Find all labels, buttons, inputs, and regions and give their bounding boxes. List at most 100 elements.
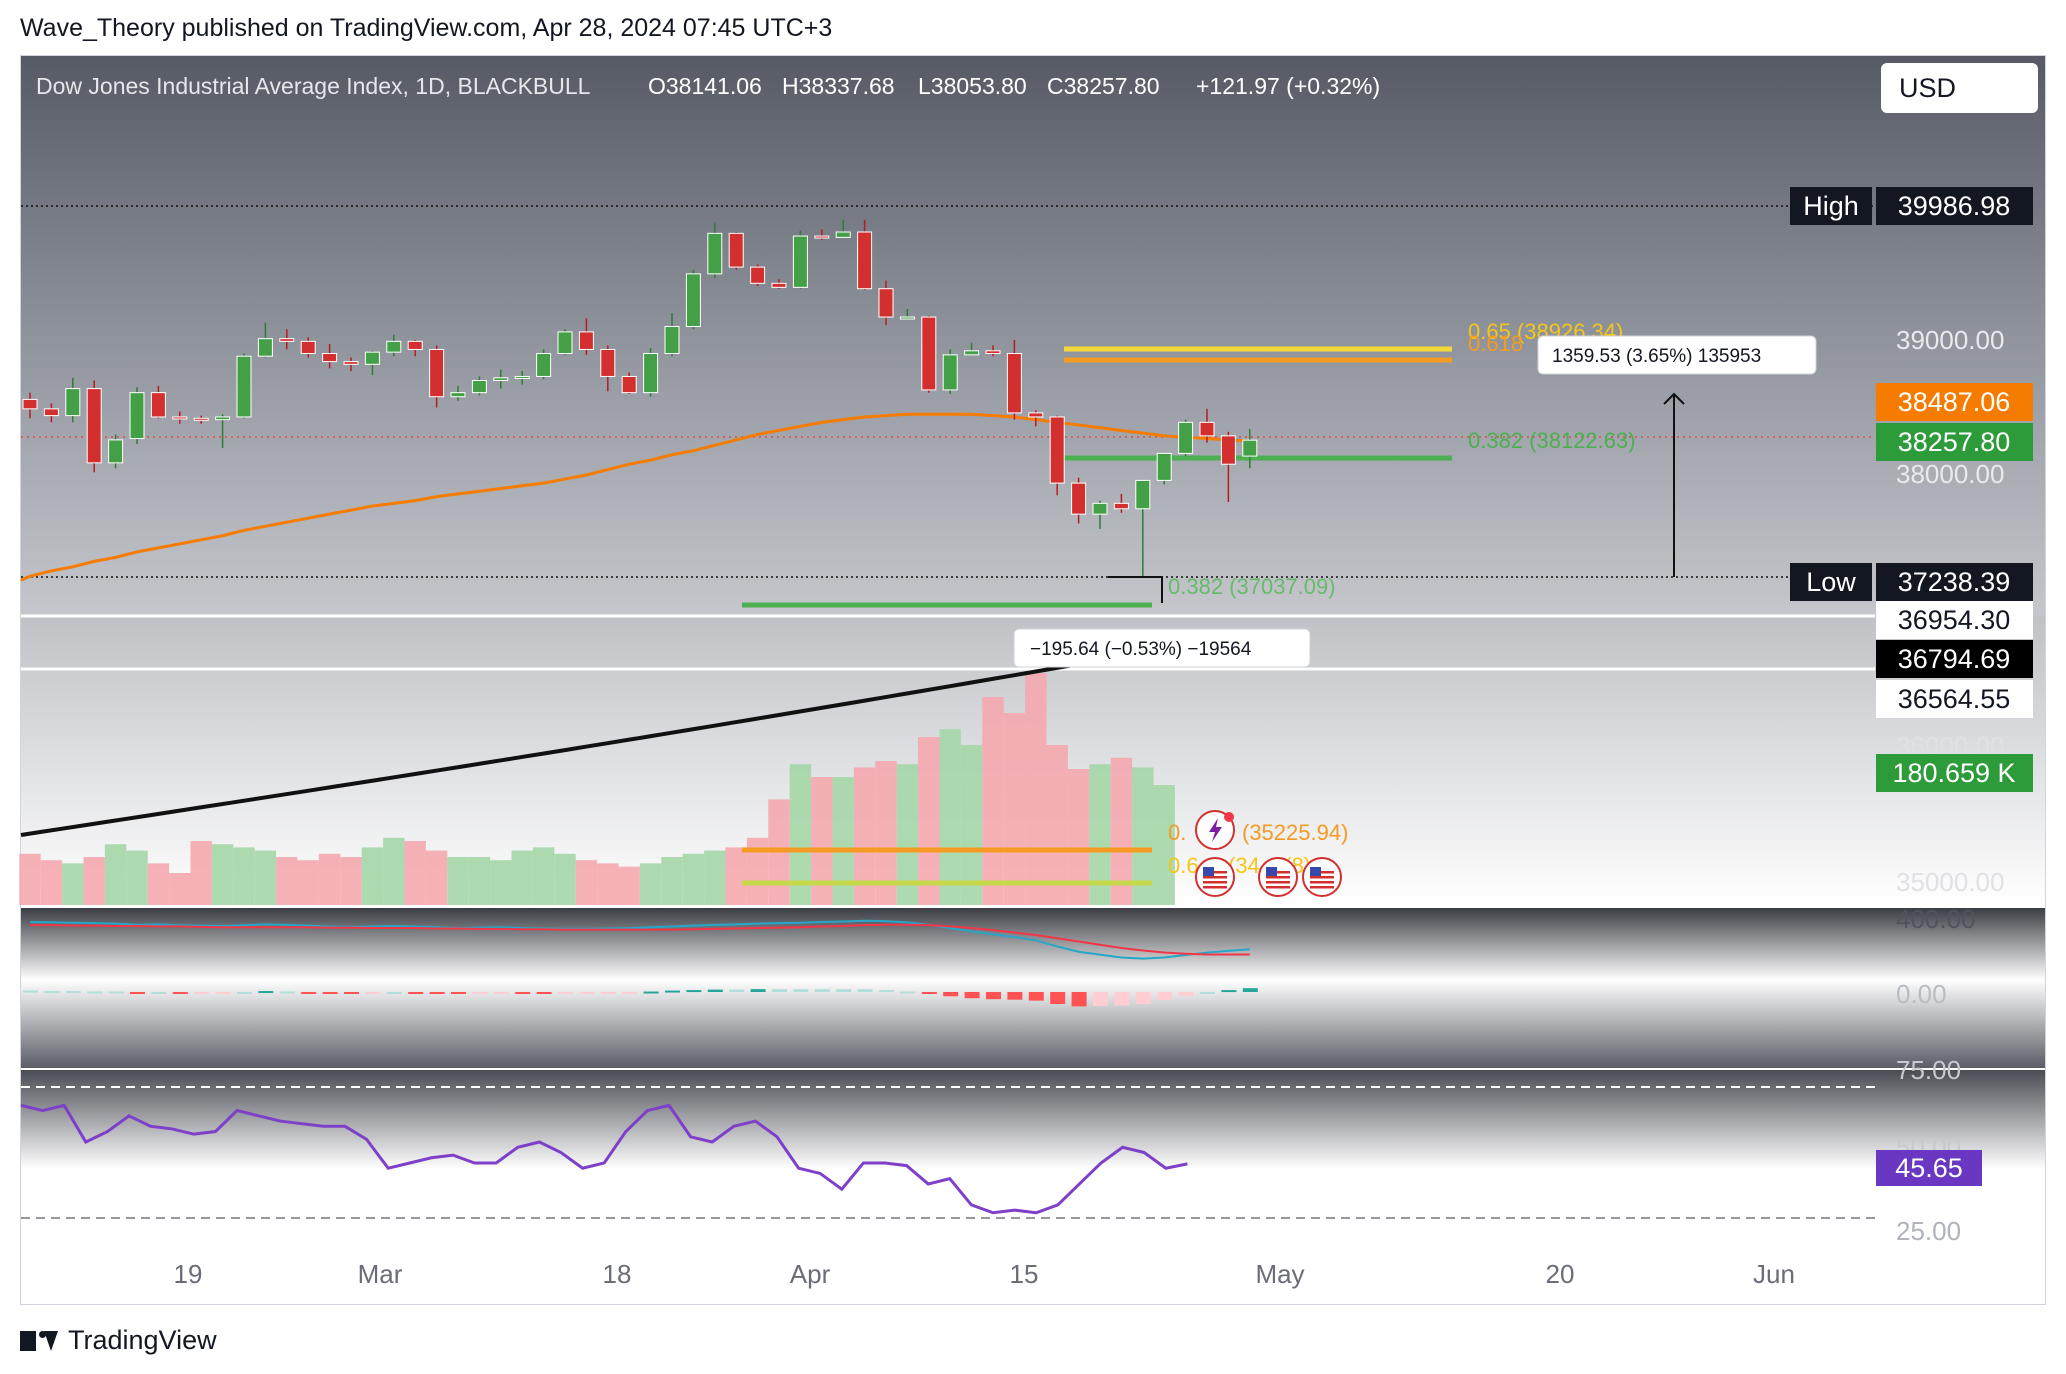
macd-histogram-bar bbox=[237, 992, 252, 994]
macd-histogram-bar bbox=[451, 992, 466, 994]
volume-bar bbox=[960, 745, 983, 905]
flag-stripe bbox=[1310, 886, 1334, 889]
price-tag-value: 37238.39 bbox=[1898, 567, 2011, 597]
footer-brand-label: TradingView bbox=[68, 1325, 217, 1355]
volume-bar bbox=[532, 847, 555, 905]
volume-bar bbox=[40, 860, 63, 905]
macd-histogram-bar bbox=[65, 991, 81, 994]
candle-body bbox=[557, 331, 573, 354]
tradingview-logo-icon bbox=[20, 1329, 58, 1353]
macd-histogram-bar bbox=[301, 992, 317, 994]
chart-frame bbox=[20, 55, 2046, 1305]
price-tag-value: 38257.80 bbox=[1898, 427, 2011, 457]
volume-bar bbox=[682, 853, 705, 905]
macd-histogram-bar bbox=[900, 991, 916, 994]
ema50-line bbox=[20, 412, 1250, 582]
candle-body bbox=[279, 338, 295, 342]
candle-body bbox=[728, 232, 744, 268]
macd-histogram-bar bbox=[772, 989, 787, 992]
macd-histogram-bar bbox=[130, 992, 145, 994]
macd-histogram-bar bbox=[729, 989, 745, 992]
volume-bar bbox=[1025, 673, 1047, 905]
macd-histogram-bar bbox=[1093, 992, 1108, 1006]
macd-histogram-bar bbox=[87, 991, 103, 994]
time-label: 18 bbox=[603, 1259, 632, 1289]
time-label: Jun bbox=[1753, 1259, 1795, 1289]
price-tag-box bbox=[1876, 187, 2033, 225]
candle-body bbox=[1135, 479, 1151, 510]
fib-0-label: 0. bbox=[1168, 820, 1186, 845]
macd-histogram-bar bbox=[408, 992, 424, 994]
event-markers[interactable] bbox=[1195, 810, 1342, 897]
measure-down-bracket bbox=[1108, 576, 1163, 603]
volume-bar bbox=[147, 863, 170, 905]
volume-bar bbox=[490, 860, 512, 905]
event-dot bbox=[1224, 812, 1234, 822]
lightning-icon bbox=[1209, 818, 1222, 842]
macd-histogram-bar bbox=[472, 992, 488, 994]
flag-stripe bbox=[1266, 876, 1290, 879]
price-tag-value: 36794.69 bbox=[1898, 644, 2011, 674]
macd-histogram-bar bbox=[44, 991, 60, 994]
footer-brand[interactable]: TradingView bbox=[20, 1325, 217, 1356]
flag-stripe bbox=[1310, 876, 1334, 879]
fib-0382-upper-label: 0.382 (38122.63) bbox=[1468, 428, 1636, 453]
candle-body bbox=[65, 388, 81, 417]
price-tag-caption-box bbox=[1790, 563, 1872, 601]
macd-histogram-bar bbox=[814, 989, 830, 992]
currency-selector[interactable]: USD bbox=[1881, 63, 2038, 113]
candle-body bbox=[236, 355, 252, 418]
macd-histogram-bar bbox=[1071, 992, 1087, 1007]
flag-stripe bbox=[1203, 876, 1227, 879]
price-tag-value: 36954.30 bbox=[1898, 605, 2011, 635]
candle-body bbox=[1178, 421, 1194, 454]
macd-histogram-bar bbox=[1178, 992, 1194, 996]
ema200-path bbox=[20, 638, 1216, 837]
volume-bar bbox=[126, 850, 148, 905]
volume-bar bbox=[468, 857, 491, 905]
candle-body bbox=[514, 375, 530, 379]
candle-body bbox=[1113, 502, 1129, 510]
time-label: Apr bbox=[790, 1259, 831, 1289]
candle-body bbox=[322, 353, 338, 363]
rsi-axis-75: 75.00 bbox=[1896, 1055, 1961, 1085]
horizontal-levels bbox=[21, 205, 1875, 671]
time-label: Mar bbox=[358, 1259, 403, 1289]
macd-histogram-bar bbox=[643, 991, 659, 994]
candle-body bbox=[386, 340, 402, 353]
macd-histogram-bar bbox=[493, 992, 509, 994]
candle-body bbox=[172, 416, 188, 420]
volume-bar bbox=[982, 697, 1004, 905]
candle-body bbox=[193, 417, 209, 421]
macd-histogram-bar bbox=[23, 990, 38, 993]
volume-bar bbox=[746, 837, 769, 905]
macd-histogram-bar bbox=[622, 992, 638, 994]
flag-stripe bbox=[1203, 881, 1227, 884]
macd-histogram-bar bbox=[1050, 992, 1066, 1004]
measure-up-box bbox=[1537, 335, 1817, 375]
macd-histogram-bar bbox=[108, 991, 124, 994]
candle-body bbox=[985, 350, 1001, 354]
volume-bar bbox=[1132, 767, 1154, 905]
price-tag-caption: High bbox=[1803, 191, 1859, 221]
volume-bar bbox=[233, 847, 255, 905]
candle-body bbox=[471, 380, 487, 394]
candle-body bbox=[300, 340, 316, 355]
measure-up-label: 1359.53 (3.65%) 135953 bbox=[1552, 346, 1761, 367]
candle-body bbox=[921, 316, 937, 391]
flag-stripe bbox=[1203, 886, 1227, 889]
volume-bar bbox=[211, 844, 234, 905]
macd-histogram-bar bbox=[986, 992, 1001, 1000]
macd-histogram-bar bbox=[750, 989, 766, 992]
volume-bar bbox=[1003, 713, 1026, 905]
volume-bar bbox=[618, 866, 640, 905]
macd-histogram-bar bbox=[579, 992, 595, 994]
price-tag-box bbox=[1876, 383, 2033, 421]
rsi-line bbox=[20, 1103, 1188, 1215]
candle-body bbox=[750, 266, 766, 284]
price-tag-value: 180.659 K bbox=[1892, 758, 2015, 788]
macd-histogram-bar bbox=[429, 992, 445, 994]
volume-bar bbox=[404, 841, 426, 905]
